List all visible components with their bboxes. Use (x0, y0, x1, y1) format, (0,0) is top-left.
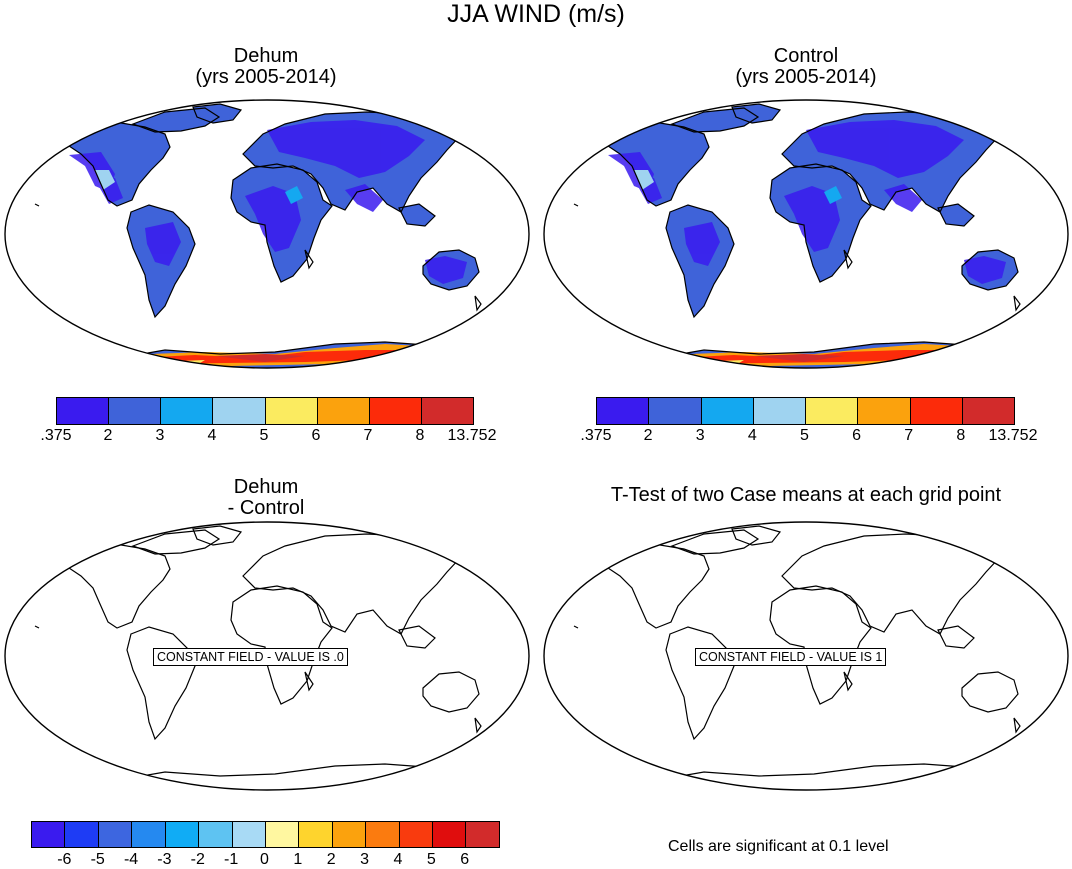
panel-title-ttest: T-Test of two Case means at each grid po… (543, 485, 1069, 506)
colorbar-tick-label: 4 (207, 427, 217, 444)
colorbar-tick-label: -6 (57, 851, 72, 868)
colorbar-swatch (213, 398, 266, 424)
colorbar-tick-label: -1 (224, 851, 239, 868)
map-ttest (543, 521, 1069, 791)
colorbar-swatch (466, 822, 499, 847)
colorbar-swatch (962, 398, 1014, 424)
colorbar-tick-label: 1 (293, 851, 303, 868)
colorbar-swatch (57, 398, 110, 424)
colorbar-swatch (299, 822, 333, 847)
colorbar-tick-label: 5 (259, 427, 269, 444)
colorbar-tick-label: 2 (326, 851, 336, 868)
colorbar-swatch (65, 822, 99, 847)
colorbar-tick-label: 6 (460, 851, 470, 868)
colorbar-swatch (366, 822, 400, 847)
colorbar-swatch (232, 822, 266, 847)
constant-field-label-ttest: CONSTANT FIELD - VALUE IS 1 (695, 648, 887, 666)
wind-colorbar-dehum (56, 397, 474, 425)
colorbar-swatch (806, 398, 859, 424)
colorbar-tick-label: 6 (852, 427, 862, 444)
colorbar-tick-label: 8 (956, 427, 966, 444)
colorbar-swatch (109, 398, 162, 424)
colorbar-tick-label: 2 (643, 427, 653, 444)
colorbar-swatch (317, 398, 370, 424)
map-control (543, 99, 1069, 369)
colorbar-swatch (332, 822, 367, 847)
difference-colorbar (31, 821, 500, 848)
colorbar-tick-label: 7 (904, 427, 914, 444)
colorbar-tick-label: 4 (393, 851, 403, 868)
colorbar-swatch (597, 398, 650, 424)
panel-title-line2: (yrs 2005-2014) (195, 66, 337, 88)
wind-colorbar-control (596, 397, 1015, 425)
colorbar-tick-label: 8 (415, 427, 425, 444)
colorbar-swatch (369, 398, 422, 424)
colorbar-tick-label: 0 (260, 851, 269, 868)
colorbar-swatch (165, 822, 200, 847)
colorbar-swatch (132, 822, 166, 847)
colorbar-tick-label: 3 (155, 427, 165, 444)
panel-title-control: Control (yrs 2005-2014) (543, 46, 1069, 88)
colorbar-tick-label: .375 (580, 427, 612, 444)
colorbar-tick-label: -3 (157, 851, 172, 868)
colorbar-tick-label: 13.752 (988, 427, 1038, 444)
colorbar-tick-label: 3 (360, 851, 370, 868)
colorbar-swatch (265, 398, 318, 424)
colorbar-tick-label: 5 (800, 427, 809, 444)
map-diff (4, 521, 530, 791)
panel-title-line2: (yrs 2005-2014) (735, 66, 877, 88)
colorbar-tick-label: -5 (90, 851, 105, 868)
colorbar-swatch (161, 398, 214, 424)
colorbar-swatch (32, 822, 66, 847)
colorbar-tick-label: 6 (311, 427, 321, 444)
colorbar-swatch (98, 822, 133, 847)
colorbar-swatch (399, 822, 434, 847)
colorbar-swatch (265, 822, 300, 847)
colorbar-swatch (701, 398, 754, 424)
colorbar-tick-label: 7 (363, 427, 373, 444)
colorbar-swatch (753, 398, 806, 424)
colorbar-tick-label: 2 (103, 427, 113, 444)
map-dehum (4, 99, 530, 369)
panel-title-line1: Control (773, 45, 839, 67)
main-title: JJA WIND (m/s) (447, 0, 625, 28)
panel-title-line2: - Control (227, 497, 305, 519)
panel-title-diff: Dehum - Control (4, 477, 528, 519)
colorbar-swatch (421, 398, 473, 424)
panel-title-dehum: Dehum (yrs 2005-2014) (4, 46, 528, 88)
colorbar-tick-label: 13.752 (447, 427, 497, 444)
colorbar-tick-label: 3 (695, 427, 705, 444)
colorbar-tick-label: .375 (40, 427, 72, 444)
colorbar-tick-label: -2 (190, 851, 205, 868)
colorbar-tick-label: 4 (747, 427, 757, 444)
significance-note: Cells are significant at 0.1 level (668, 838, 889, 855)
panel-title-line1: Dehum (233, 45, 299, 67)
constant-field-label-diff: CONSTANT FIELD - VALUE IS .0 (153, 648, 348, 666)
colorbar-swatch (433, 822, 467, 847)
panel-title-line1: Dehum (233, 476, 299, 498)
colorbar-tick-label: 5 (426, 851, 436, 868)
colorbar-swatch (649, 398, 702, 424)
colorbar-tick-label: -4 (123, 851, 139, 868)
colorbar-swatch (199, 822, 233, 847)
colorbar-swatch (910, 398, 963, 424)
colorbar-swatch (858, 398, 911, 424)
panel-title-line1: T-Test of two Case means at each grid po… (610, 484, 1002, 506)
